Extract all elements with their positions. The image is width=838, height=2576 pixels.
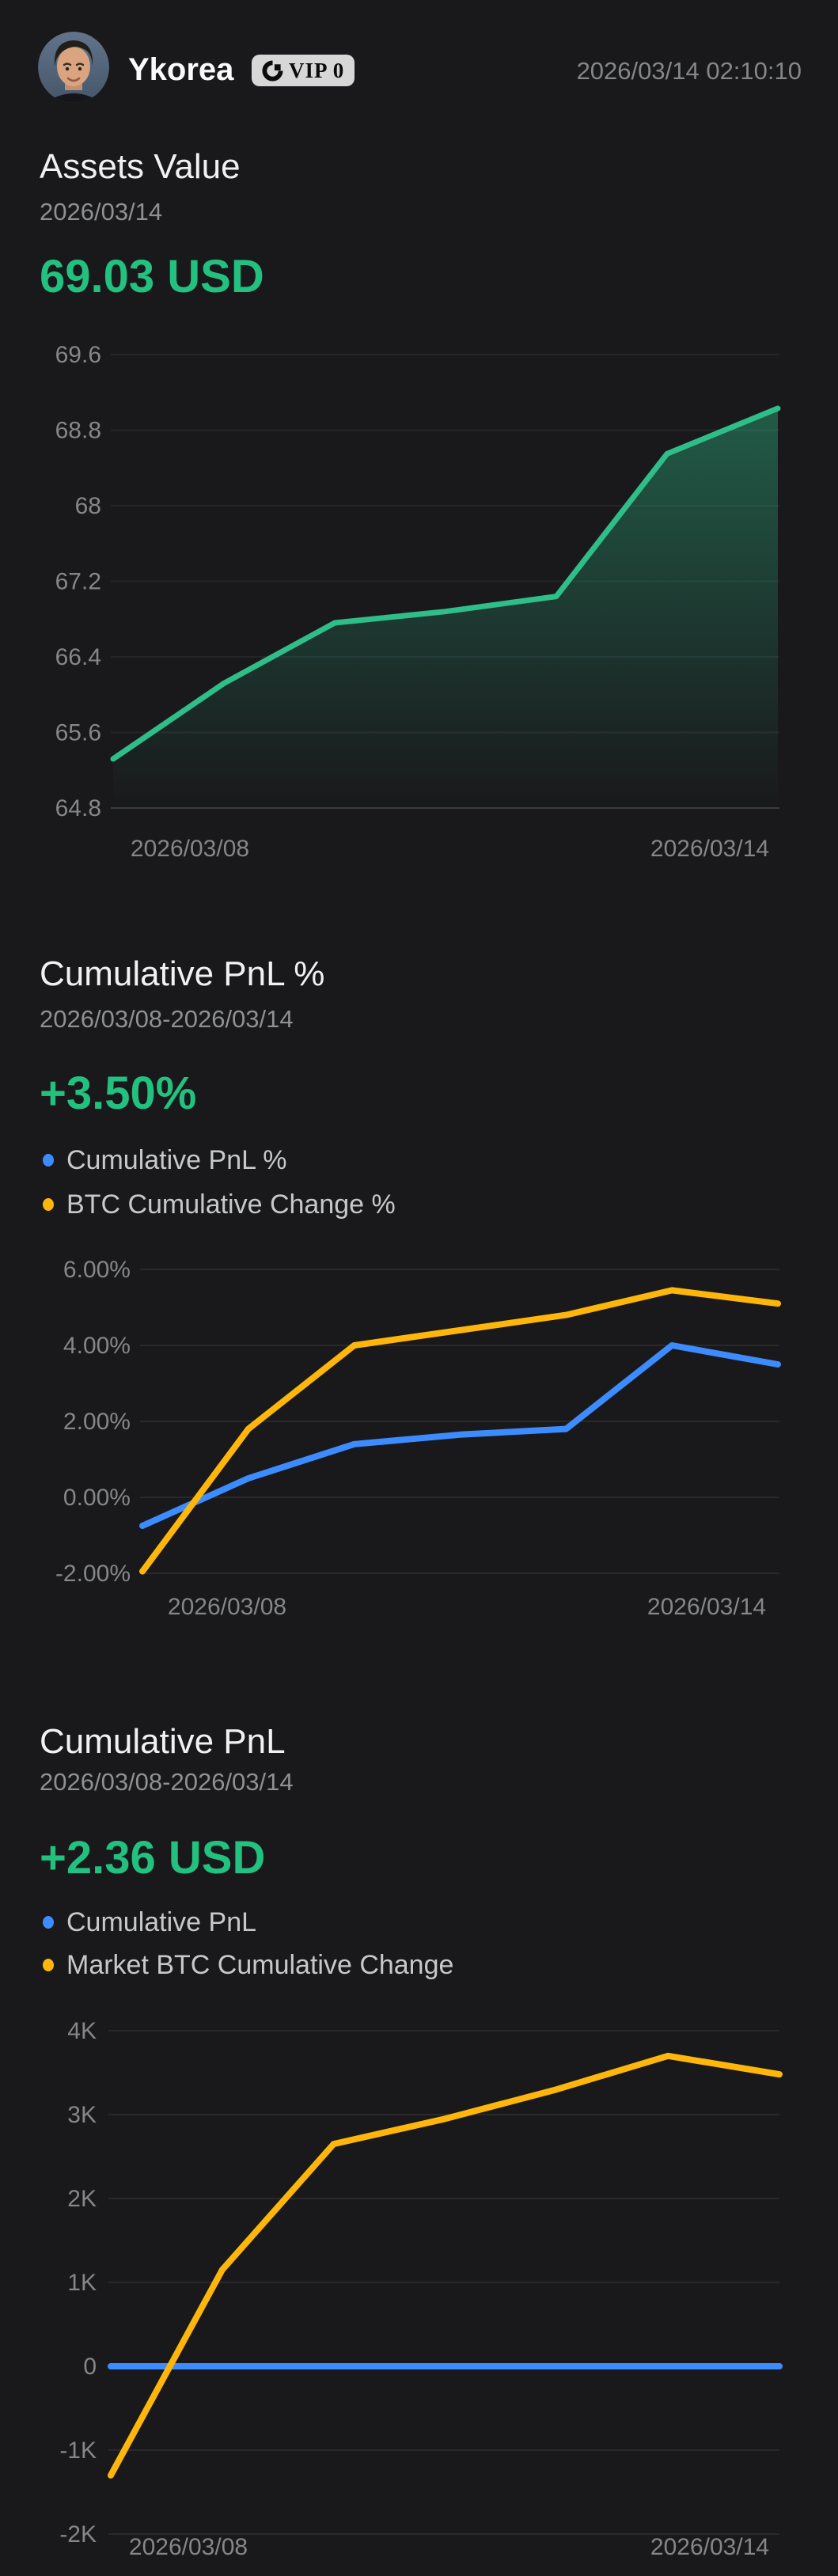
- svg-text:3K: 3K: [67, 2102, 97, 2128]
- svg-text:2026/03/14: 2026/03/14: [647, 1594, 766, 1620]
- vip-badge: VIP 0: [252, 55, 355, 86]
- svg-text:65.6: 65.6: [55, 720, 101, 746]
- timestamp: 2026/03/14 02:10:10: [576, 57, 802, 85]
- assets-value-amount: 69.03 USD: [40, 251, 264, 302]
- cumulative-pnl-date: 2026/03/08-2026/03/14: [40, 1768, 294, 1796]
- svg-text:66.4: 66.4: [55, 644, 101, 670]
- cumulative-pnl-title: Cumulative PnL: [40, 1722, 286, 1761]
- vip-label: VIP 0: [289, 58, 345, 82]
- legend-cumulative-pnl-pct[interactable]: Cumulative PnL %: [43, 1145, 286, 1175]
- cumulative-pnl-pct-chart[interactable]: 6.00% 4.00% 2.00% 0.00% -2.00% 2026/03/08 2026…: [0, 1235, 838, 1646]
- assets-value-title: Assets Value: [40, 147, 241, 186]
- svg-text:0: 0: [83, 2354, 97, 2380]
- legend-label: Cumulative PnL %: [66, 1144, 287, 1175]
- svg-text:-1K: -1K: [59, 2438, 97, 2464]
- username: Ykorea: [128, 52, 234, 87]
- svg-text:1K: 1K: [67, 2270, 97, 2296]
- svg-text:2026/03/14: 2026/03/14: [650, 2534, 769, 2560]
- assets-value-date: 2026/03/14: [40, 198, 163, 226]
- legend-cumulative-pnl[interactable]: Cumulative PnL: [43, 1907, 256, 1937]
- svg-text:69.6: 69.6: [55, 342, 101, 368]
- svg-text:0.00%: 0.00%: [63, 1485, 131, 1511]
- cumulative-pnl-pct-amount: +3.50%: [40, 1068, 197, 1119]
- blue-legend-dot: [43, 1154, 54, 1167]
- svg-text:-2.00%: -2.00%: [55, 1561, 131, 1587]
- legend-label: Cumulative PnL: [66, 1906, 257, 1937]
- assets-value-chart[interactable]: 69.6 68.8 68 67.2 66.4 65.6 64.8 2026/03/08 2026…: [0, 332, 838, 886]
- legend-market-btc-cumulative-change[interactable]: Market BTC Cumulative Change: [43, 1950, 453, 1980]
- svg-text:-2K: -2K: [59, 2521, 97, 2548]
- svg-text:68: 68: [75, 493, 101, 519]
- svg-text:6.00%: 6.00%: [63, 1257, 131, 1283]
- svg-text:2026/03/08: 2026/03/08: [131, 836, 249, 862]
- vip-brand-icon: [262, 59, 283, 81]
- yellow-legend-dot: [43, 1959, 54, 1971]
- svg-text:68.8: 68.8: [55, 418, 101, 444]
- avatar-image: [38, 32, 109, 103]
- cumulative-pnl-pct-date: 2026/03/08-2026/03/14: [40, 1005, 294, 1033]
- blue-legend-dot: [43, 1916, 54, 1929]
- svg-text:2026/03/14: 2026/03/14: [650, 836, 769, 862]
- svg-text:67.2: 67.2: [55, 569, 101, 595]
- legend-label: BTC Cumulative Change %: [66, 1189, 396, 1220]
- legend-btc-cumulative-change-pct[interactable]: BTC Cumulative Change %: [43, 1189, 396, 1220]
- avatar[interactable]: [38, 32, 109, 103]
- svg-text:2K: 2K: [67, 2186, 97, 2212]
- svg-text:2026/03/08: 2026/03/08: [168, 1594, 286, 1620]
- svg-text:4.00%: 4.00%: [63, 1333, 131, 1359]
- cumulative-pnl-chart[interactable]: 4K 3K 2K 1K 0 -1K -2K 2026/03/08 2026/03/14: [0, 2002, 838, 2576]
- svg-text:2.00%: 2.00%: [63, 1409, 131, 1435]
- yellow-legend-dot: [43, 1198, 54, 1211]
- svg-text:64.8: 64.8: [55, 795, 101, 821]
- cumulative-pnl-amount: +2.36 USD: [40, 1832, 266, 1884]
- legend-label: Market BTC Cumulative Change: [66, 1949, 454, 1980]
- svg-text:2026/03/08: 2026/03/08: [129, 2534, 248, 2560]
- svg-text:4K: 4K: [67, 2018, 97, 2044]
- cumulative-pnl-pct-title: Cumulative PnL %: [40, 954, 325, 993]
